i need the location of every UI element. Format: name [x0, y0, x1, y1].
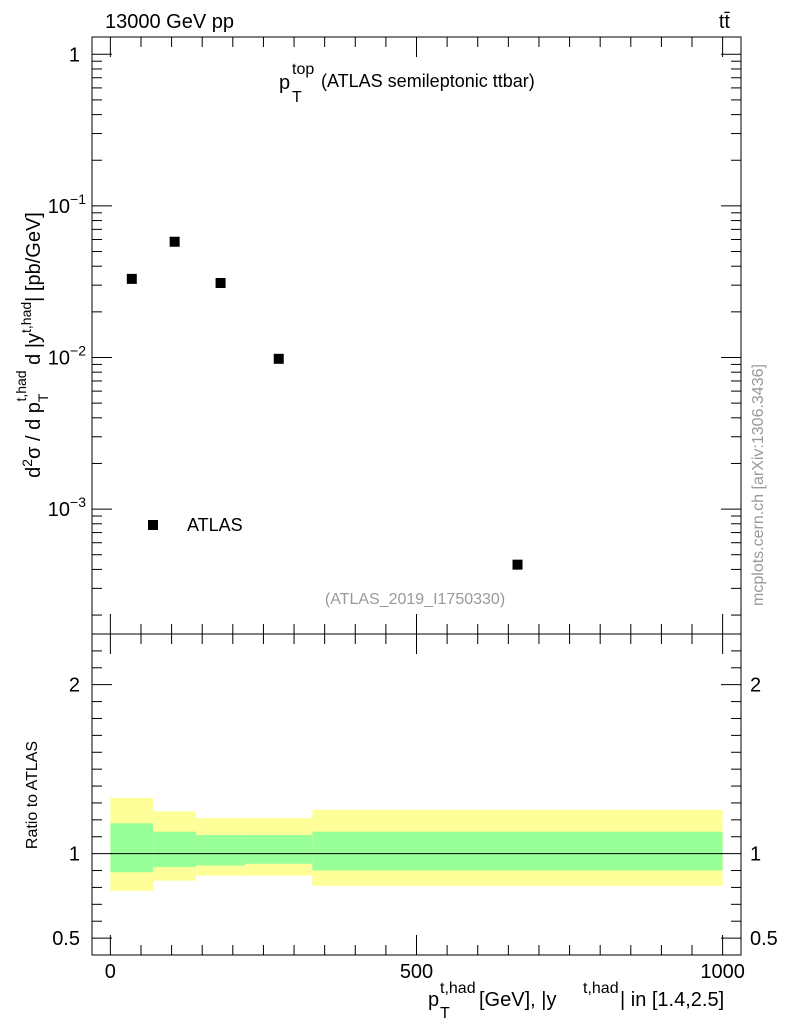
inner-band-bin-4 [312, 831, 723, 871]
main-ytick-label: 10−2 [48, 342, 86, 369]
main-frame [91, 36, 742, 635]
main-axes: 1 10−1 10−2 10−3 [48, 36, 742, 635]
data-point [215, 277, 226, 288]
ratio-axes: 2 2 1 1 0.5 0.5 0 500 1000 [52, 633, 778, 983]
inner-band-bin-2 [196, 835, 246, 866]
svg-text:mcplots.cern.ch [arXiv:1306.34: mcplots.cern.ch [arXiv:1306.3436] [750, 364, 767, 606]
title-sub: T [292, 89, 302, 106]
ratio-y-axis-label: Ratio to ATLAS [24, 741, 41, 849]
svg-text:d2σ / d pTt,had d |yt,had| [: d2σ / d pTt,had d |yt,had| [pb/GeV] [13, 212, 51, 478]
legend-marker [148, 520, 158, 530]
inner-band-bin-3 [245, 835, 313, 864]
ratio-ytick-label-left: 0.5 [52, 928, 80, 950]
ratio-bands [110, 797, 723, 891]
main-ytick-label: 10−3 [48, 494, 86, 521]
ratio-ytick-label-right: 0.5 [750, 928, 778, 950]
data-point [169, 236, 180, 247]
data-point [126, 273, 137, 284]
main-y-axis-label: d2σ / d pTt,had d |yt,had| [pb/GeV] [13, 212, 51, 478]
title-sup: top [292, 61, 314, 78]
process-label: tt̄ [719, 11, 731, 33]
ratio-xtick-label: 1000 [700, 961, 745, 983]
ratio-xtick-label: 0 [105, 961, 116, 983]
analysis-id: (ATLAS_2019_I1750330) [325, 591, 505, 608]
energy-label: 13000 GeV pp [105, 11, 234, 33]
ratio-ytick-label-right: 2 [750, 675, 761, 697]
svg-text:Ratio to ATLAS: Ratio to ATLAS [24, 741, 41, 849]
title-rest: (ATLAS semileptonic ttbar) [321, 71, 535, 91]
ratio-xtick-label: 500 [400, 961, 433, 983]
legend: ATLAS [148, 515, 243, 535]
x-axis-label: p T t,had [GeV], |y t,had | in [1.4,2.5] [428, 980, 724, 1022]
xlabel-end: | in [1.4,2.5] [620, 989, 724, 1011]
main-ytick-label: 1 [69, 44, 80, 66]
main-ytick-label: 10−1 [48, 191, 86, 218]
inner-band-bin-0 [110, 823, 154, 873]
title-p: p [279, 72, 290, 94]
xlabel-sup2: t,had [583, 980, 619, 997]
ratio-ytick-label-right: 1 [750, 844, 761, 866]
ratio-ytick-label-left: 1 [69, 844, 80, 866]
xlabel-middle: [GeV], |y [479, 989, 556, 1011]
xlabel-sub: T [440, 1005, 450, 1022]
xlabel-p: p [428, 989, 439, 1011]
xlabel-sup: t,had [440, 980, 476, 997]
main-data-points [126, 236, 523, 570]
data-point [512, 559, 523, 570]
legend-label: ATLAS [187, 515, 243, 535]
ratio-ytick-label-left: 2 [69, 675, 80, 697]
inner-band-bin-1 [153, 831, 197, 868]
data-point [273, 353, 284, 364]
watermark: mcplots.cern.ch [arXiv:1306.3436] [750, 364, 767, 606]
ratio-frame [91, 633, 742, 956]
main-panel-title: p top T (ATLAS semileptonic ttbar) [279, 61, 535, 106]
